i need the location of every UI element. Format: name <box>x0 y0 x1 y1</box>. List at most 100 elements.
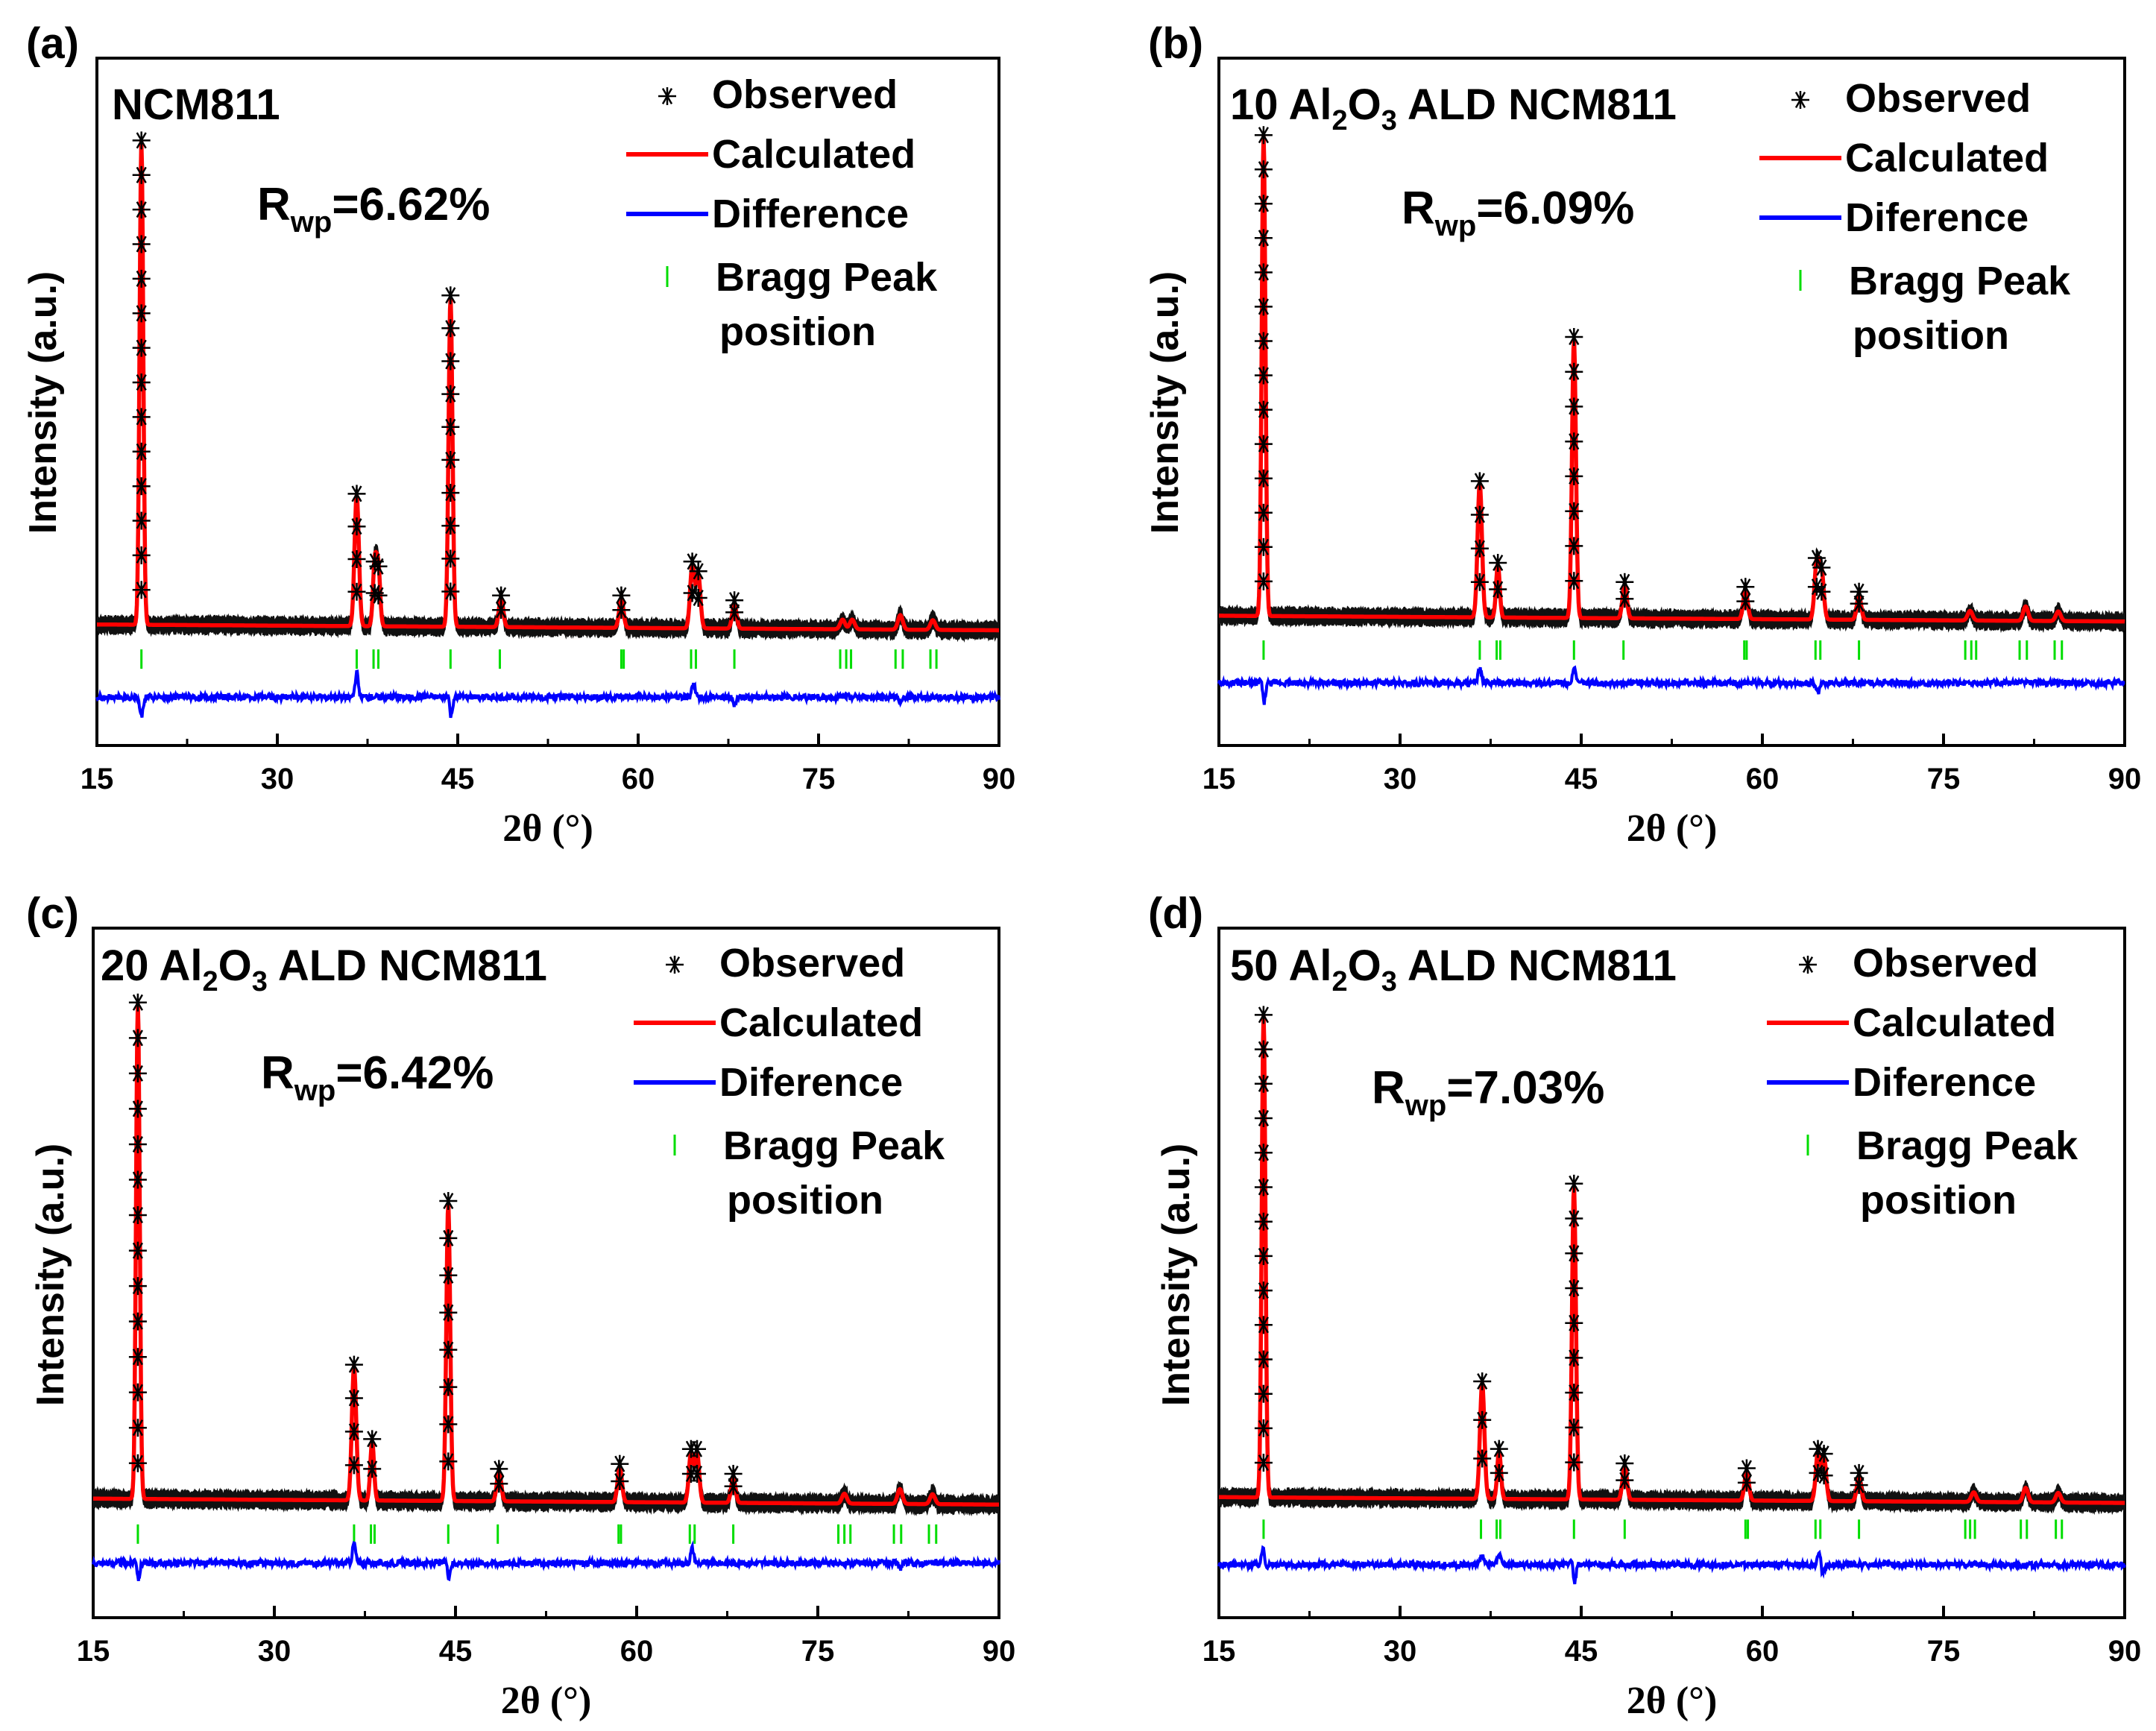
observed-marker <box>369 557 388 576</box>
sample-title-part: 2 <box>1331 105 1347 136</box>
observed-marker <box>132 477 151 496</box>
x-tick-label: 30 <box>261 763 294 795</box>
observed-marker <box>1254 1109 1273 1127</box>
observed-marker <box>1616 573 1634 591</box>
legend: Observed Calculated Diference Bragg Peak pos… <box>1767 941 2078 1223</box>
observed-marker <box>128 1454 147 1472</box>
x-axis-label: 2θ (°) <box>502 807 593 850</box>
observed-marker <box>369 586 388 605</box>
difference-curve <box>92 1540 1000 1582</box>
observed-marker <box>1254 1006 1273 1024</box>
observed-marker <box>725 591 744 610</box>
observed-marker <box>1565 572 1583 590</box>
legend-calculated: Calculated <box>1845 136 2049 180</box>
observed-marker <box>1254 1454 1273 1472</box>
legend-difference: Diference <box>1853 1060 2036 1105</box>
legend-observed-symbol <box>666 956 684 974</box>
legend-observed-symbol <box>1799 956 1817 974</box>
observed-marker <box>1489 554 1507 572</box>
observed-marker <box>1254 160 1273 179</box>
observed-marker <box>1470 505 1489 524</box>
rwp-annotation: Rwp=7.03% <box>1372 1062 1604 1122</box>
legend-difference: Diference <box>719 1060 903 1105</box>
observed-marker <box>439 1340 458 1359</box>
legend-calculated: Calculated <box>719 1000 923 1045</box>
rwp-annotation: Rwp=6.62% <box>257 179 490 239</box>
sample-title-part: NCM811 <box>112 81 280 129</box>
panel-label: (d) <box>1148 889 1203 938</box>
observed-marker <box>128 1206 147 1224</box>
observed-marker <box>439 1452 458 1471</box>
observed-marker <box>492 601 511 619</box>
observed-marker <box>132 581 151 599</box>
observed-marker <box>1616 590 1634 608</box>
x-tick-label: 60 <box>622 763 655 795</box>
x-tick-label: 60 <box>1746 763 1780 795</box>
legend-difference: Difference <box>712 192 909 236</box>
panel-label: (c) <box>26 889 79 938</box>
observed-marker <box>128 993 147 1012</box>
observed-marker <box>1850 582 1868 601</box>
observed-marker <box>1489 580 1507 599</box>
observed-marker <box>132 131 151 150</box>
rwp-symbol: R <box>261 1047 294 1099</box>
sample-title-part: 2 <box>202 966 218 997</box>
legend-calculated: Calculated <box>1853 1000 2056 1045</box>
observed-marker <box>1470 472 1489 491</box>
legend: Observed Calculated Diference Bragg Peak pos… <box>1759 76 2071 358</box>
x-axis-label: 2θ (°) <box>1627 807 1718 850</box>
sample-title-part: ALD NCM811 <box>268 942 547 990</box>
x-axis-label: 2θ (°) <box>1627 1680 1718 1722</box>
x-tick-label: 90 <box>2108 763 2142 795</box>
observed-marker <box>1565 1314 1583 1332</box>
observed-marker <box>439 1229 458 1247</box>
observed-marker <box>688 1440 706 1458</box>
observed-marker <box>128 1135 147 1153</box>
difference-curve <box>95 669 1000 719</box>
rwp-subscript: wp <box>1434 209 1477 242</box>
rwp-value: =6.09% <box>1476 183 1634 234</box>
sample-title-part: 10 Al <box>1230 81 1331 129</box>
observed-band <box>96 134 1000 643</box>
observed-marker <box>1254 469 1273 488</box>
observed-marker <box>1254 400 1273 419</box>
observed-marker <box>492 586 511 605</box>
observed-marker <box>1254 1350 1273 1369</box>
observed-marker <box>1254 537 1273 556</box>
observed-marker <box>490 1475 508 1493</box>
legend-bragg: Bragg Peak <box>1856 1123 2078 1168</box>
observed-marker <box>1490 1440 1508 1458</box>
observed-marker <box>1565 467 1583 485</box>
rwp-symbol: R <box>257 179 291 230</box>
observed-marker <box>347 517 366 536</box>
rwp-symbol: R <box>1372 1062 1405 1114</box>
observed-marker <box>441 417 460 436</box>
observed-marker <box>683 552 702 571</box>
observed-marker <box>611 1454 629 1473</box>
observed-marker <box>1254 1212 1273 1231</box>
rwp-value: =7.03% <box>1446 1062 1604 1114</box>
observed-marker <box>439 1192 458 1210</box>
observed-marker <box>344 1355 363 1374</box>
observed-marker <box>1470 539 1489 558</box>
legend-bragg: Bragg Peak <box>1849 259 2071 303</box>
observed-marker <box>441 582 460 601</box>
observed-marker <box>132 165 151 184</box>
observed-marker <box>1254 1419 1273 1437</box>
sample-title-part: O <box>1348 81 1381 129</box>
x-tick-label: 75 <box>1927 1635 1961 1668</box>
observed-marker <box>344 1456 363 1475</box>
observed-marker <box>1254 435 1273 453</box>
observed-marker <box>132 338 151 357</box>
panel-label: (a) <box>26 19 79 68</box>
observed-marker <box>1473 1449 1492 1468</box>
observed-marker <box>1470 573 1489 591</box>
observed-marker <box>1254 126 1273 145</box>
observed-marker <box>1254 1246 1273 1265</box>
observed-marker <box>132 511 151 530</box>
calculated-curve <box>95 139 1000 633</box>
observed-marker <box>1254 263 1273 282</box>
observed-marker <box>128 1100 147 1118</box>
x-tick-label: 15 <box>77 1635 110 1668</box>
